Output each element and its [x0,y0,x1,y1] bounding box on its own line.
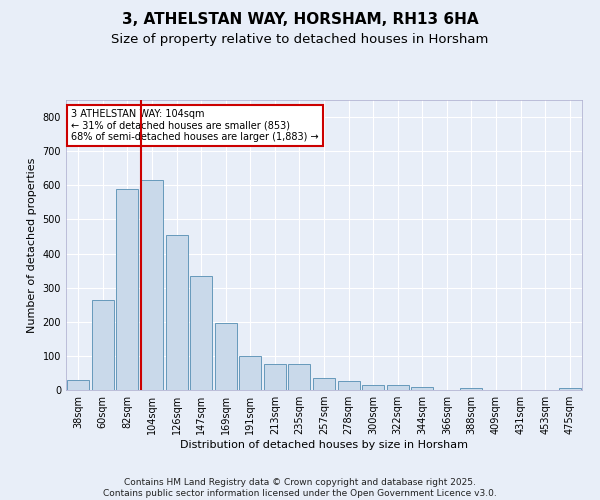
Bar [386,385,409,390]
Bar [141,180,163,390]
Text: Contains HM Land Registry data © Crown copyright and database right 2025.
Contai: Contains HM Land Registry data © Crown c… [103,478,497,498]
Bar [190,276,212,390]
Bar [116,188,139,390]
Bar [215,324,237,390]
Bar [166,235,188,390]
Bar [313,378,335,390]
Bar [460,388,482,390]
Bar [67,380,89,390]
Text: Size of property relative to detached houses in Horsham: Size of property relative to detached ho… [112,32,488,46]
Text: 3 ATHELSTAN WAY: 104sqm
← 31% of detached houses are smaller (853)
68% of semi-d: 3 ATHELSTAN WAY: 104sqm ← 31% of detache… [71,108,319,142]
Bar [264,364,286,390]
Bar [362,385,384,390]
Bar [338,382,359,390]
Bar [559,388,581,390]
X-axis label: Distribution of detached houses by size in Horsham: Distribution of detached houses by size … [180,440,468,450]
Bar [239,356,262,390]
Bar [92,300,114,390]
Text: 3, ATHELSTAN WAY, HORSHAM, RH13 6HA: 3, ATHELSTAN WAY, HORSHAM, RH13 6HA [122,12,478,28]
Bar [411,386,433,390]
Y-axis label: Number of detached properties: Number of detached properties [27,158,37,332]
Bar [289,364,310,390]
